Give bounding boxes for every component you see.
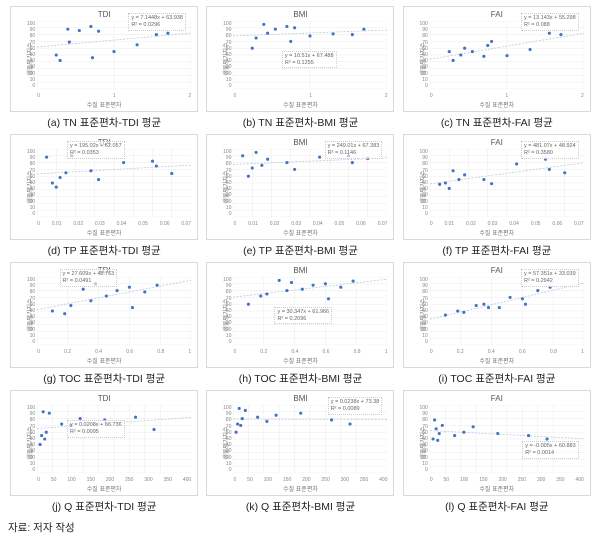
plot-area (430, 149, 584, 217)
plot-area (233, 405, 387, 473)
regression-equation: y = 249.01x + 67.383R² = 0.1146 (325, 141, 383, 159)
regression-equation: y = 27.609x + 48.763R² = 0.0491 (60, 269, 118, 287)
x-axis-label: 수질 표준편차 (11, 100, 197, 109)
chart-j: TDI생물평가지수수질 표준편차100908070605040302010005… (10, 390, 198, 496)
x-ticks: 00.010.020.030.040.050.060.07 (430, 221, 584, 227)
chart-l: FAI생물평가지수수질 표준편차100908070605040302010005… (403, 390, 591, 496)
regression-equation: y = 30.347x + 61.966R² = 0.2096 (274, 307, 332, 325)
chart-caption: (c) TN 표준편차-FAI 평균 (441, 115, 553, 130)
chart-b: BMI생물평가지수수질 표준편차100908070605040302010001… (206, 6, 394, 112)
regression-equation: y = 13.143x + 55.298R² = 0.088 (521, 13, 579, 31)
chart-h: BMI생물평가지수수질 표준편차100908070605040302010000… (206, 262, 394, 368)
x-ticks: 050100150200250300350400 (430, 477, 584, 483)
plot-area (233, 149, 387, 217)
x-axis-label: 수질 표준편차 (11, 356, 197, 365)
x-axis-label: 수질 표준편차 (404, 356, 590, 365)
chart-caption: (f) TP 표준편차-FAI 평균 (442, 243, 551, 258)
chart-c: FAI생물평가지수수질 표준편차100908070605040302010001… (403, 6, 591, 112)
chart-caption: (d) TP 표준편차-TDI 평균 (48, 243, 161, 258)
chart-e: BMI생물평가지수수질 표준편차100908070605040302010000… (206, 134, 394, 240)
chart-title: BMI (207, 266, 393, 275)
y-ticks: 1009080706050403020100 (221, 277, 231, 345)
chart-title: BMI (207, 10, 393, 19)
chart-i: FAI생물평가지수수질 표준편차100908070605040302010000… (403, 262, 591, 368)
x-axis-label: 수질 표준편차 (207, 356, 393, 365)
y-ticks: 1009080706050403020100 (25, 405, 35, 473)
x-axis-label: 수질 표준편차 (11, 228, 197, 237)
y-ticks: 1009080706050403020100 (221, 21, 231, 89)
x-axis-label: 수질 표준편차 (404, 100, 590, 109)
y-ticks: 1009080706050403020100 (418, 149, 428, 217)
plot-area (37, 277, 191, 345)
chart-caption: (h) TOC 표준편차-BMI 평균 (239, 371, 363, 386)
y-ticks: 1009080706050403020100 (418, 277, 428, 345)
x-ticks: 012 (233, 93, 387, 99)
regression-equation: y = 195.02x + 62.057R² = 0.0353 (67, 141, 125, 159)
y-ticks: 1009080706050403020100 (221, 405, 231, 473)
y-ticks: 1009080706050403020100 (418, 21, 428, 89)
regression-equation: y = 7.1448x + 63.938R² = 0.0296 (128, 13, 186, 31)
x-axis-label: 수질 표준편차 (207, 228, 393, 237)
chart-caption: (a) TN 표준편차-TDI 평균 (47, 115, 161, 130)
plot-area (430, 21, 584, 89)
regression-equation: y = 10.51x + 67.488R² = 0.1255 (282, 51, 337, 69)
chart-a: TDI생물평가지수수질 표준편차100908070605040302010001… (10, 6, 198, 112)
chart-caption: (j) Q 표준편차-TDI 평균 (52, 499, 157, 514)
regression-equation: y = -0.005x + 60.883R² = 0.0014 (522, 441, 578, 459)
chart-d: TDI생물평가지수수질 표준편차100908070605040302010000… (10, 134, 198, 240)
plot-area (430, 405, 584, 473)
x-ticks: 00.20.40.60.81 (430, 349, 584, 355)
x-axis-label: 수질 표준편차 (11, 484, 197, 493)
regression-equation: y = 57.351x + 33.039R² = 0.2942 (521, 269, 579, 287)
y-ticks: 1009080706050403020100 (418, 405, 428, 473)
chart-title: TDI (11, 394, 197, 403)
chart-caption: (g) TOC 표준편차-TDI 평균 (43, 371, 165, 386)
chart-f: FAI생물평가지수수질 표준편차100908070605040302010000… (403, 134, 591, 240)
x-ticks: 050100150200250300350400 (233, 477, 387, 483)
plot-area (37, 21, 191, 89)
x-ticks: 012 (430, 93, 584, 99)
x-axis-label: 수질 표준편차 (207, 100, 393, 109)
chart-caption: (e) TP 표준편차-BMI 평균 (243, 243, 358, 258)
plot-area (37, 405, 191, 473)
x-axis-label: 수질 표준편차 (207, 484, 393, 493)
chart-g: TDI생물평가지수수질 표준편차100908070605040302010000… (10, 262, 198, 368)
x-ticks: 050100150200250300350400 (37, 477, 191, 483)
y-ticks: 1009080706050403020100 (221, 149, 231, 217)
plot-area (37, 149, 191, 217)
x-axis-label: 수질 표준편차 (404, 484, 590, 493)
regression-equation: y = 481.07x + 48.924R² = 0.3580 (521, 141, 579, 159)
chart-caption: (b) TN 표준편차-BMI 평균 (243, 115, 359, 130)
x-ticks: 00.010.020.030.040.050.060.07 (37, 221, 191, 227)
chart-caption: (k) Q 표준편차-BMI 평균 (246, 499, 355, 514)
chart-caption: (l) Q 표준편차-FAI 평균 (445, 499, 548, 514)
y-ticks: 1009080706050403020100 (25, 149, 35, 217)
x-ticks: 012 (37, 93, 191, 99)
x-axis-label: 수질 표준편차 (404, 228, 590, 237)
chart-title: FAI (404, 394, 590, 403)
chart-k: BMI생물평가지수수질 표준편차100908070605040302010005… (206, 390, 394, 496)
x-ticks: 00.20.40.60.81 (233, 349, 387, 355)
source-note: 자료: 저자 작성 (8, 520, 593, 535)
regression-equation: y = 0.0208x + 66.736R² = 0.0095 (67, 420, 125, 438)
y-ticks: 1009080706050403020100 (25, 277, 35, 345)
plot-area (430, 277, 584, 345)
regression-equation: y = 0.0238x + 73.38R² = 0.0089 (328, 397, 383, 415)
x-ticks: 00.010.020.030.040.050.060.07 (233, 221, 387, 227)
chart-caption: (i) TOC 표준편차-FAI 평균 (438, 371, 555, 386)
y-ticks: 1009080706050403020100 (25, 21, 35, 89)
x-ticks: 00.20.40.60.81 (37, 349, 191, 355)
